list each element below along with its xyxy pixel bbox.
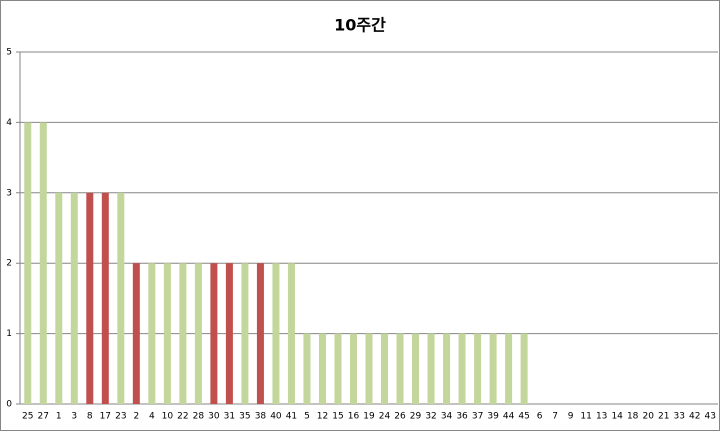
bar (443, 333, 451, 404)
bar (24, 122, 32, 405)
x-tick-label: 33 (673, 412, 684, 422)
bar (396, 333, 404, 404)
chart-title: 10주간 (334, 16, 386, 35)
x-tick-label: 37 (472, 412, 483, 422)
x-tick-label: 2 (133, 412, 139, 422)
bar (86, 192, 94, 404)
bar (101, 192, 109, 404)
bar (179, 263, 187, 404)
bar (334, 333, 342, 404)
bar (303, 333, 311, 404)
x-tick-label: 16 (348, 412, 360, 422)
x-tick-label: 31 (224, 412, 235, 422)
y-tick-label: 1 (6, 329, 12, 339)
bar (55, 192, 63, 404)
x-tick-label: 41 (286, 412, 297, 422)
bar (210, 263, 218, 404)
x-tick-label: 7 (552, 412, 558, 422)
x-tick-label: 45 (518, 412, 529, 422)
x-tick-label: 28 (193, 412, 205, 422)
x-tick-label: 20 (642, 412, 654, 422)
x-tick-label: 14 (611, 412, 623, 422)
x-tick-label: 38 (255, 412, 267, 422)
x-tick-label: 10 (162, 412, 174, 422)
bar (256, 263, 264, 404)
y-tick-label: 2 (6, 259, 12, 269)
x-tick-label: 24 (379, 412, 391, 422)
bar (412, 333, 420, 404)
bar (318, 333, 326, 404)
x-tick-label: 27 (38, 412, 49, 422)
x-tick-label: 9 (568, 412, 574, 422)
x-tick-label: 18 (627, 412, 639, 422)
bar (117, 192, 125, 404)
bar (489, 333, 497, 404)
x-tick-label: 29 (410, 412, 422, 422)
bar (458, 333, 466, 404)
bar (365, 333, 373, 404)
x-tick-label: 17 (100, 412, 111, 422)
x-tick-label: 19 (363, 412, 375, 422)
x-tick-label: 6 (537, 412, 543, 422)
bar (225, 263, 233, 404)
x-tick-label: 25 (22, 412, 33, 422)
bar (474, 333, 482, 404)
bar (241, 263, 249, 404)
y-tick-label: 5 (6, 48, 12, 58)
x-tick-label: 44 (503, 412, 515, 422)
bar (287, 263, 295, 404)
x-tick-label: 40 (270, 412, 282, 422)
bar (520, 333, 528, 404)
y-tick-label: 0 (6, 400, 12, 410)
bar (70, 192, 78, 404)
bar (163, 263, 171, 404)
x-tick-label: 32 (425, 412, 436, 422)
x-tick-label: 3 (71, 412, 77, 422)
x-tick-label: 36 (456, 412, 468, 422)
x-tick-label: 4 (149, 412, 155, 422)
y-tick-label: 3 (6, 188, 12, 198)
bar (132, 263, 140, 404)
x-tick-label: 30 (208, 412, 220, 422)
bar (148, 263, 156, 404)
x-tick-label: 26 (394, 412, 406, 422)
bar (349, 333, 357, 404)
bar (427, 333, 435, 404)
x-tick-label: 8 (87, 412, 93, 422)
x-tick-label: 23 (115, 412, 126, 422)
x-tick-label: 13 (596, 412, 607, 422)
x-tick-label: 15 (332, 412, 343, 422)
bar (194, 263, 202, 404)
x-tick-label: 34 (441, 412, 453, 422)
x-tick-label: 42 (689, 412, 700, 422)
x-tick-label: 5 (304, 412, 310, 422)
bar (381, 333, 389, 404)
x-tick-label: 22 (177, 412, 188, 422)
x-tick-label: 21 (658, 412, 669, 422)
x-tick-label: 11 (580, 412, 591, 422)
x-tick-label: 43 (705, 412, 716, 422)
bar (505, 333, 513, 404)
bar (272, 263, 280, 404)
bar (39, 122, 47, 405)
y-tick-label: 4 (6, 118, 12, 128)
x-tick-label: 39 (487, 412, 499, 422)
x-tick-label: 12 (317, 412, 328, 422)
x-tick-label: 1 (56, 412, 62, 422)
x-tick-label: 35 (239, 412, 250, 422)
